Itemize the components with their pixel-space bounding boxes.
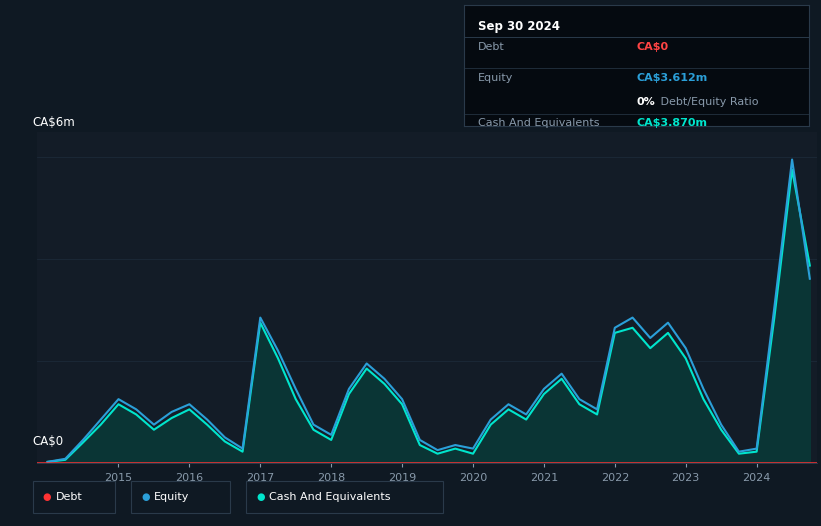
Text: Debt: Debt	[56, 492, 83, 502]
Text: Sep 30 2024: Sep 30 2024	[478, 20, 560, 33]
Text: ●: ●	[141, 492, 149, 502]
Text: 0%: 0%	[636, 97, 655, 107]
Text: Debt: Debt	[478, 42, 504, 52]
Text: CA$3.870m: CA$3.870m	[636, 118, 707, 128]
Text: ●: ●	[43, 492, 51, 502]
Text: ●: ●	[256, 492, 264, 502]
Text: CA$0: CA$0	[33, 435, 64, 448]
Text: Debt/Equity Ratio: Debt/Equity Ratio	[657, 97, 759, 107]
Text: CA$0: CA$0	[636, 42, 668, 52]
Text: CA$6m: CA$6m	[33, 116, 76, 129]
Text: Equity: Equity	[154, 492, 190, 502]
Text: Equity: Equity	[478, 73, 513, 83]
Text: Cash And Equivalents: Cash And Equivalents	[269, 492, 391, 502]
Text: Cash And Equivalents: Cash And Equivalents	[478, 118, 599, 128]
Text: CA$3.612m: CA$3.612m	[636, 73, 708, 83]
